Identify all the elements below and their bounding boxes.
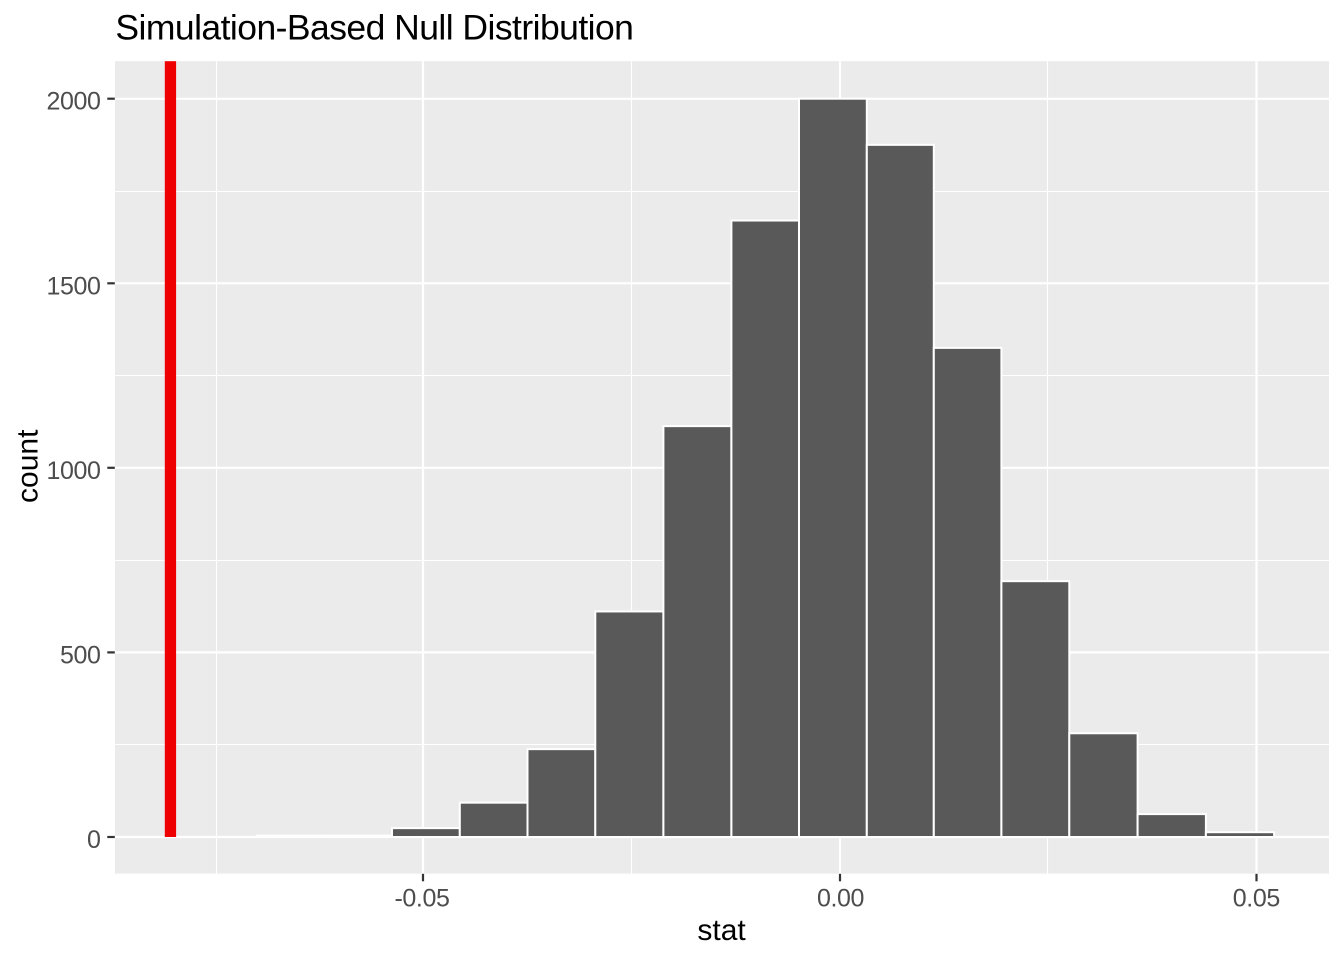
svg-text:Simulation-Based Null Distribu: Simulation-Based Null Distribution — [115, 8, 633, 48]
svg-text:-0.05: -0.05 — [395, 885, 450, 913]
svg-text:stat: stat — [697, 914, 746, 947]
svg-text:1000: 1000 — [46, 457, 100, 485]
svg-text:1500: 1500 — [46, 272, 100, 300]
svg-text:0.00: 0.00 — [817, 885, 864, 913]
svg-text:500: 500 — [60, 641, 101, 669]
svg-text:0: 0 — [87, 826, 101, 854]
svg-text:count: count — [11, 429, 44, 503]
svg-text:2000: 2000 — [46, 88, 100, 116]
svg-text:0.05: 0.05 — [1233, 885, 1280, 913]
